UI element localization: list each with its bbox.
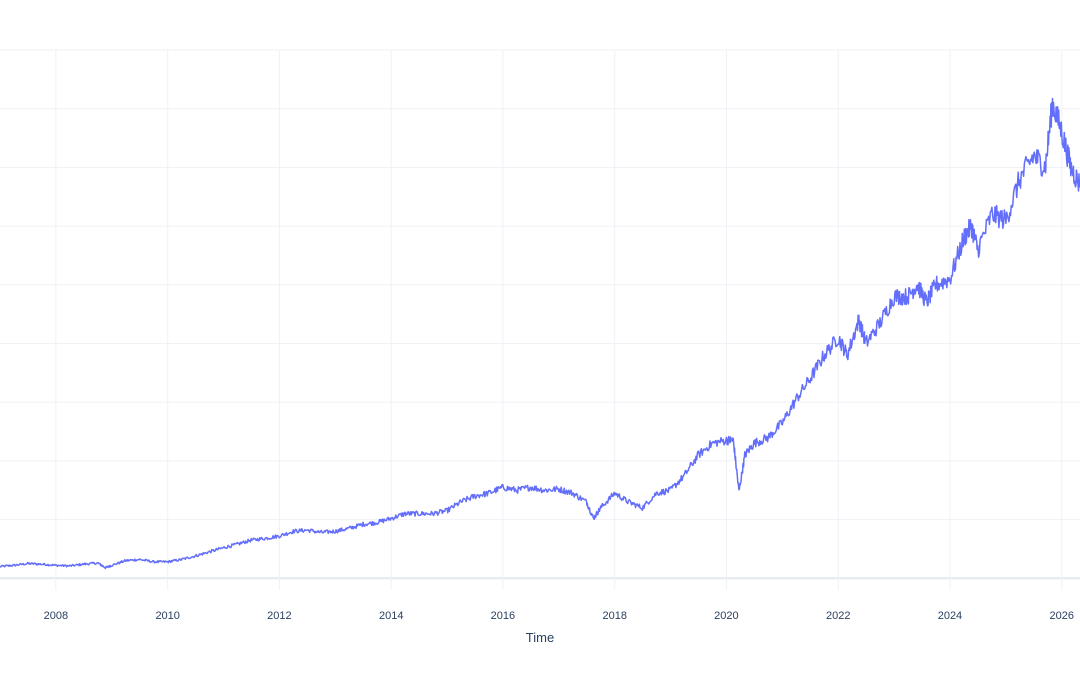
series-line [0,97,1080,570]
x-tick-label: 2012 [267,610,291,622]
x-tick-label: 2020 [714,610,738,622]
x-axis: 2008 2010 2012 2014 2016 2018 2020 2022 2024 2026 [44,610,1074,622]
x-tick-label: 2010 [155,610,179,622]
x-tick-label: 2014 [379,610,403,622]
x-axis-title: Time [526,630,554,645]
x-tick-label: 2018 [602,610,626,622]
series-layer [0,97,1080,570]
x-tick-label: 2024 [938,610,962,622]
x-tick-label: 2016 [491,610,515,622]
x-tick-label: 2008 [44,610,68,622]
x-tick-label: 2026 [1050,610,1074,622]
x-tick-label: 2022 [826,610,850,622]
grid-layer [0,49,1080,590]
